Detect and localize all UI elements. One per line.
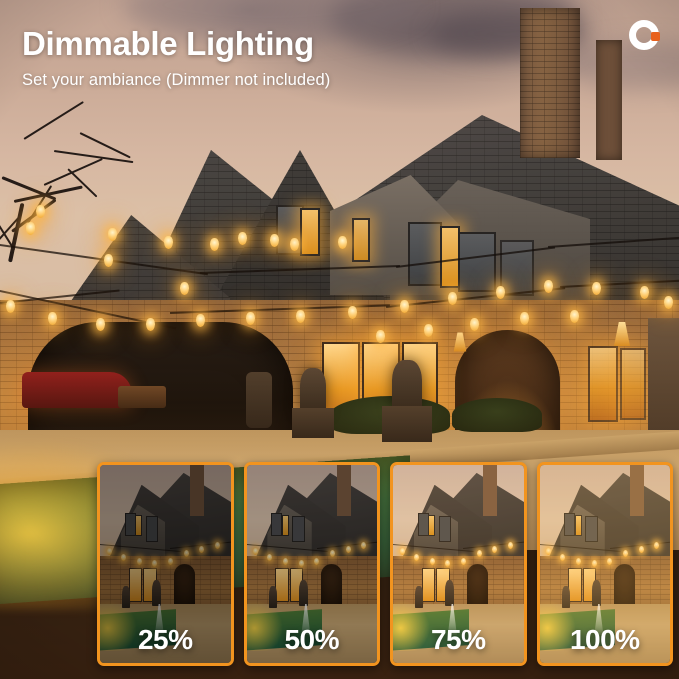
- dimming-level-label: 50%: [284, 624, 340, 655]
- string-light-bulb: [376, 330, 385, 343]
- upper-window-lit: [300, 208, 320, 256]
- patio-table: [118, 386, 166, 408]
- string-light-bulb: [570, 310, 579, 323]
- chimney: [520, 8, 580, 158]
- string-light-bulb: [104, 254, 113, 267]
- page-subtitle: Set your ambiance (Dimmer not included): [22, 70, 331, 89]
- upper-window-lit: [440, 226, 460, 288]
- upper-window-lit: [352, 218, 370, 262]
- string-light-bulb: [210, 238, 219, 251]
- dimming-level-label: 75%: [430, 624, 486, 655]
- dimming-level-thumbnail-50[interactable]: 50%: [243, 462, 380, 666]
- string-light-bulb: [640, 286, 649, 299]
- dimming-level-label: 100%: [569, 624, 640, 655]
- string-light-bulb: [36, 205, 45, 218]
- lit-window: [620, 348, 646, 420]
- lit-window: [588, 346, 618, 422]
- string-light-bulb: [146, 318, 155, 331]
- string-light-bulb: [48, 312, 57, 325]
- string-light-bulb: [338, 236, 347, 249]
- string-light-bulb: [96, 318, 105, 331]
- string-light-bulb: [6, 300, 15, 313]
- string-light-bulb: [238, 232, 247, 245]
- string-light-bulb: [544, 280, 553, 293]
- string-light-bulb: [496, 286, 505, 299]
- string-light-bulb: [400, 300, 409, 313]
- string-light-bulb: [270, 234, 279, 247]
- string-light-bulb: [448, 292, 457, 305]
- string-light-bulb: [290, 238, 299, 251]
- hero-text-block: Dimmable Lighting Set your ambiance (Dim…: [22, 25, 582, 90]
- dimming-level-thumbnail-75[interactable]: 75%: [390, 462, 527, 666]
- string-light-bulb: [296, 310, 305, 323]
- string-light-bulb: [470, 318, 479, 331]
- dimming-level-thumbnail-100[interactable]: 100%: [536, 462, 673, 666]
- fountain-statue-base: [292, 408, 334, 438]
- upper-window: [458, 232, 496, 292]
- string-light-bulb: [180, 282, 189, 295]
- shrub: [452, 398, 542, 432]
- fountain-statue: [392, 360, 422, 410]
- string-light-bulb: [196, 314, 205, 327]
- brand-logo: [620, 11, 668, 59]
- string-light-bulb: [348, 306, 357, 319]
- fountain-statue: [300, 368, 326, 412]
- fountain-statue-base: [382, 406, 432, 442]
- string-light-bulb: [520, 312, 529, 325]
- wall-sconce-lamp: [614, 322, 630, 346]
- string-light-bulb: [164, 236, 173, 249]
- upper-window: [500, 240, 534, 296]
- dimming-level-label: 25%: [137, 624, 193, 655]
- page-title: Dimmable Lighting: [22, 25, 314, 62]
- string-light-bulb: [424, 324, 433, 337]
- string-light-bulb: [26, 222, 35, 235]
- dimming-level-thumbnail-25[interactable]: 25%: [97, 462, 234, 666]
- string-light-bulb: [246, 312, 255, 325]
- string-light-bulb: [108, 228, 117, 241]
- upper-window: [408, 222, 442, 286]
- wall-sconce-lamp: [453, 332, 467, 352]
- string-light-bulb: [592, 282, 601, 295]
- patio-lounge-chair: [22, 372, 132, 408]
- chimney-secondary: [596, 40, 622, 160]
- tree-silhouette: [0, 80, 154, 320]
- string-light-bulb: [664, 296, 673, 309]
- brand-logo-ring-icon: [629, 20, 660, 50]
- fountain-pedestal: [246, 372, 272, 428]
- dimming-level-gallery: 25%: [97, 462, 673, 666]
